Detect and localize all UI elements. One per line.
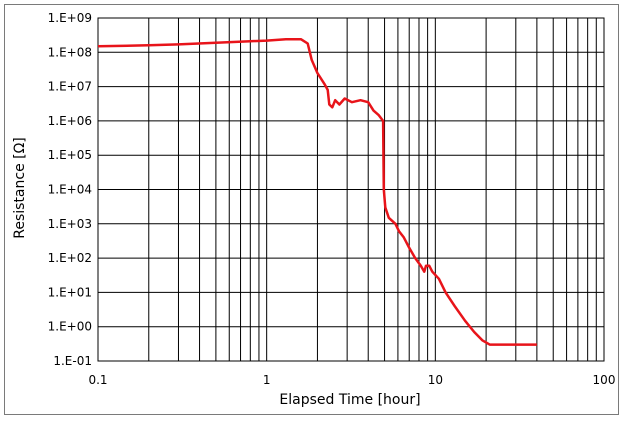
y-tick-label: 1.E+04 [48, 183, 92, 197]
plot-border [97, 17, 605, 362]
x-tick-label: 1 [263, 373, 271, 387]
y-axis-title: Resistance [Ω] [12, 137, 28, 239]
y-tick-label: 1.E+00 [48, 320, 92, 334]
y-tick-label: 1.E+03 [48, 217, 92, 231]
x-tick-labels: 0.1 1 10 100 [88, 373, 615, 387]
y-tick-label: 1.E+05 [48, 148, 92, 162]
x-tick-label: 0.1 [88, 373, 107, 387]
y-tick-label: 1.E+02 [48, 251, 92, 265]
plot-area [97, 38, 537, 346]
x-axis-title: Elapsed Time [hour] [279, 392, 420, 408]
y-tick-label: 1.E+07 [48, 80, 92, 94]
x-tick-label: 100 [593, 373, 616, 387]
y-tick-label: 1.E+06 [48, 114, 92, 128]
x-tick-label: 10 [428, 373, 443, 387]
y-tick-label: 1.E-01 [53, 354, 92, 368]
grid-lines [97, 17, 605, 362]
y-tick-labels: 1.E-01 1.E+00 1.E+01 1.E+02 1.E+03 1.E+04 1.E+… [48, 11, 92, 368]
chart-frame [4, 4, 619, 415]
y-tick-label: 1.E+09 [48, 11, 92, 25]
y-tick-label: 1.E+01 [48, 285, 92, 299]
y-tick-label: 1.E+08 [48, 45, 92, 59]
series-line [97, 38, 537, 346]
